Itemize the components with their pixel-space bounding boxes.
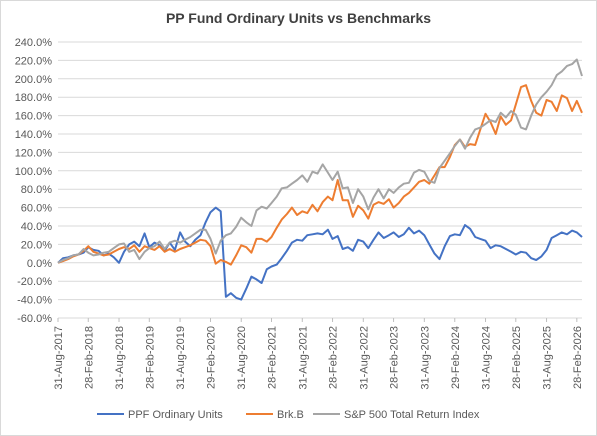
y-tick-label: 200.0% [15,74,53,86]
series-line-1 [57,206,583,301]
x-tick-label: 29-Feb-2024 [450,326,462,389]
y-tick-label: 80.0% [21,184,52,196]
series-line-3 [57,58,583,264]
x-tick-label: 28-Feb-2026 [572,326,584,389]
x-tick-label: 28-Feb-2019 [144,326,156,389]
legend-label: S&P 500 Total Return Index [344,409,480,421]
y-axis-tick-labels: -60.0% -40.0% -20.0% 0.0% 20.0% 40.0% 60.0% 80.… [15,37,53,325]
y-tick-label: -60.0% [17,313,52,325]
y-tick-label: 240.0% [15,37,53,49]
legend-label: Brk.B [277,409,304,421]
x-tick-label: 31-Aug-2022 [358,326,370,390]
y-tick-label: -20.0% [17,276,52,288]
legend-label: PPF Ordinary Units [128,409,223,421]
y-tick-label: 100.0% [15,166,53,178]
chart-title: PP Fund Ordinary Units vs Benchmarks [165,10,432,26]
x-axis-tick-labels: 31-Aug-2017 28-Feb-2018 31-Aug-2018 28-Feb-… [53,318,584,390]
x-tick-label: 31-Aug-2024 [481,326,493,390]
x-tick-label: 31-Aug-2023 [419,326,431,390]
y-tick-label: 60.0% [21,203,52,215]
x-tick-label: 31-Aug-2019 [175,326,187,390]
y-tick-label: 20.0% [21,239,52,251]
x-tick-label: 28-Feb-2018 [83,326,95,389]
x-tick-label: 28-Feb-2022 [328,326,340,389]
x-tick-label: 29-Feb-2020 [205,326,217,389]
y-tick-label: 160.0% [15,111,53,123]
y-tick-label: 220.0% [15,55,53,67]
y-tick-label: 180.0% [15,92,53,104]
x-tick-label: 31-Aug-2018 [114,326,126,390]
grid-lines [58,41,582,319]
x-tick-label: 31-Aug-2020 [236,326,248,390]
x-tick-label: 31-Aug-2017 [53,326,65,390]
x-tick-label: 28-Feb-2021 [267,326,279,389]
y-tick-label: 120.0% [15,147,53,159]
series-line-2 [57,84,583,266]
x-tick-label: 31-Aug-2021 [297,326,309,390]
x-tick-label: 28-Feb-2025 [511,326,523,389]
y-tick-label: 40.0% [21,221,52,233]
y-tick-label: 0.0% [27,258,52,270]
legend: PPF Ordinary Units Brk.B S&P 500 Total Ret… [97,409,480,421]
y-tick-label: 140.0% [15,129,53,141]
series-lines [57,58,583,301]
y-tick-label: -40.0% [17,295,52,307]
x-tick-label: 31-Aug-2025 [542,326,554,390]
x-tick-label: 28-Feb-2023 [389,326,401,389]
